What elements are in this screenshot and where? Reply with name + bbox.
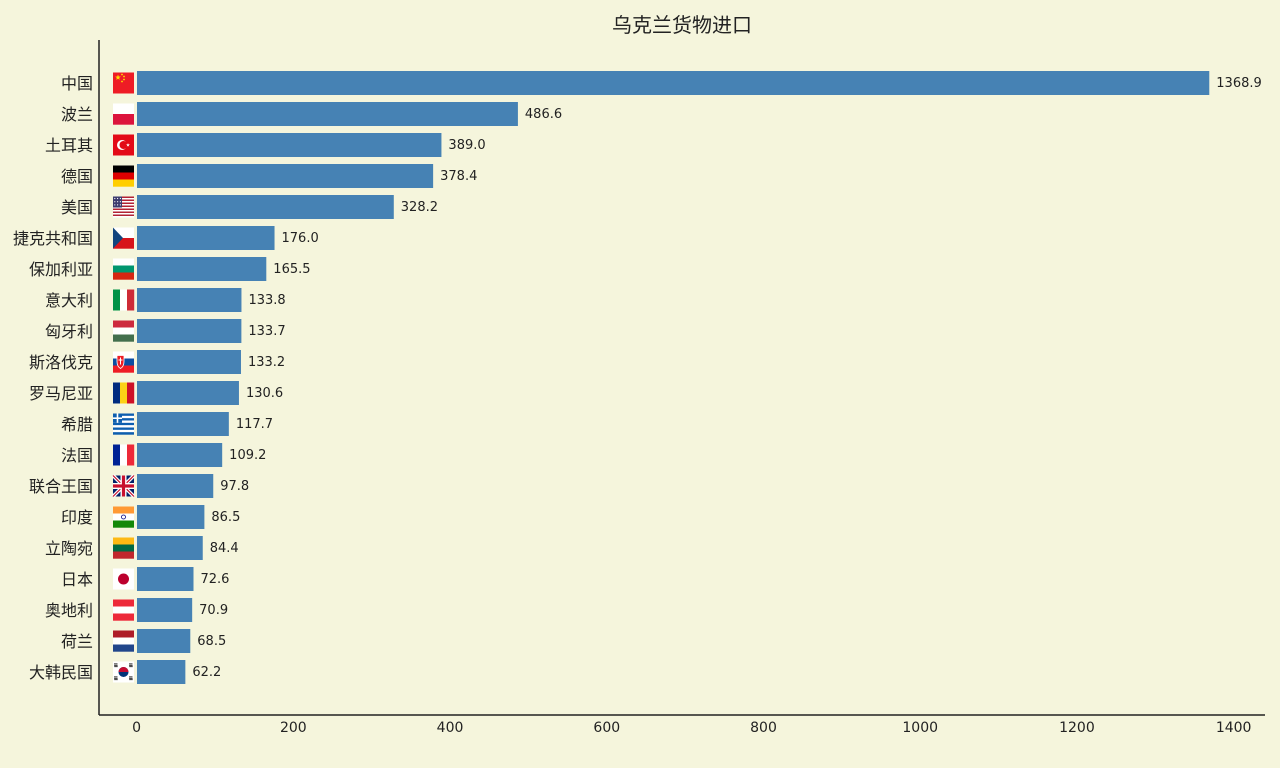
chart-title: 乌克兰货物进口 [612,13,752,37]
bar-9 [137,350,241,374]
value-label: 70.9 [199,603,228,618]
value-label: 68.5 [197,634,226,649]
category-label: 美国 [61,198,93,217]
bar-11 [137,412,229,436]
bar-5 [137,226,275,250]
category-label: 日本 [61,570,93,589]
value-label: 133.7 [248,324,285,339]
value-label: 72.6 [201,572,230,587]
flag-india-icon [113,506,134,528]
category-label: 希腊 [61,415,93,434]
flag-bulgaria-icon [113,258,134,280]
value-label: 86.5 [211,510,240,525]
value-label: 1368.9 [1216,76,1262,91]
flag-romania-icon [113,382,135,404]
bar-0 [137,71,1210,95]
bar-4 [137,195,394,219]
category-label: 意大利 [45,291,93,310]
flags [111,72,136,683]
flag-usa-icon [113,196,134,218]
category-label: 斯洛伐克 [29,353,93,372]
value-label: 486.6 [525,107,562,122]
category-label: 中国 [61,74,93,93]
x-tick-label: 600 [593,720,620,736]
value-label: 176.0 [282,231,319,246]
bar-1 [137,102,518,126]
value-label: 130.6 [246,386,283,401]
bar-3 [137,164,434,188]
bar-8 [137,319,242,343]
value-label: 378.4 [440,169,477,184]
flag-austria-icon [113,599,134,621]
value-label: 389.0 [448,138,485,153]
flag-china-icon [113,72,134,94]
bar-13 [137,474,214,498]
value-label: 62.2 [192,665,221,680]
bar-19 [137,660,186,684]
x-tick-label: 200 [280,720,307,736]
value-label: 133.8 [248,293,285,308]
flag-netherlands-icon [113,630,134,652]
flag-uk-icon [111,474,136,498]
labels: 中国 1368.9 波兰 486.6 土耳其 389.0 德国 378.4 美国 328.2 捷克共… [13,74,1262,682]
category-label: 印度 [61,508,93,527]
category-label: 德国 [61,167,93,186]
category-label: 匈牙利 [45,322,93,341]
bar-17 [137,598,193,622]
value-label: 165.5 [273,262,310,277]
bar-14 [137,505,205,529]
bar-18 [137,629,191,653]
flag-greece-icon [113,413,134,435]
x-tick-label: 1400 [1216,720,1252,736]
bar-2 [137,133,442,157]
category-label: 波兰 [61,105,93,124]
x-tick-label: 1000 [902,720,938,736]
value-label: 133.2 [248,355,285,370]
bar-7 [137,288,242,312]
bars [137,71,1210,684]
flag-czech-icon [113,227,134,249]
flag-france-icon [113,444,135,466]
category-label: 保加利亚 [29,260,93,279]
category-label: 荷兰 [61,632,93,651]
flag-slovakia-icon [113,351,134,373]
bar-6 [137,257,267,281]
flag-germany-icon [113,165,134,187]
category-label: 联合王国 [29,477,93,496]
category-label: 土耳其 [45,136,93,155]
x-tick-label: 1200 [1059,720,1095,736]
x-tick-label: 800 [750,720,777,736]
value-label: 117.7 [236,417,273,432]
x-tick-label: 400 [437,720,464,736]
bar-10 [137,381,239,405]
category-label: 捷克共和国 [13,229,93,248]
x-tick-label: 0 [132,720,141,736]
bar-15 [137,536,203,560]
axes: 0 200 400 600 800 1000 1200 1400 [98,40,1265,736]
category-label: 大韩民国 [29,663,93,682]
flag-turkey-icon [113,134,134,156]
value-label: 97.8 [220,479,249,494]
category-label: 罗马尼亚 [29,384,93,403]
value-label: 84.4 [210,541,239,556]
category-label: 立陶宛 [45,539,93,558]
value-label: 328.2 [401,200,438,215]
bar-12 [137,443,223,467]
flag-korea-icon [113,661,134,683]
flag-japan-icon [113,568,134,590]
category-label: 法国 [61,446,93,465]
flag-poland-icon [113,103,134,125]
flag-hungary-icon [113,320,134,342]
bar-16 [137,567,194,591]
category-label: 奥地利 [45,601,93,620]
value-label: 109.2 [229,448,266,463]
flag-italy-icon [113,289,135,311]
flag-lithuania-icon [113,537,134,559]
